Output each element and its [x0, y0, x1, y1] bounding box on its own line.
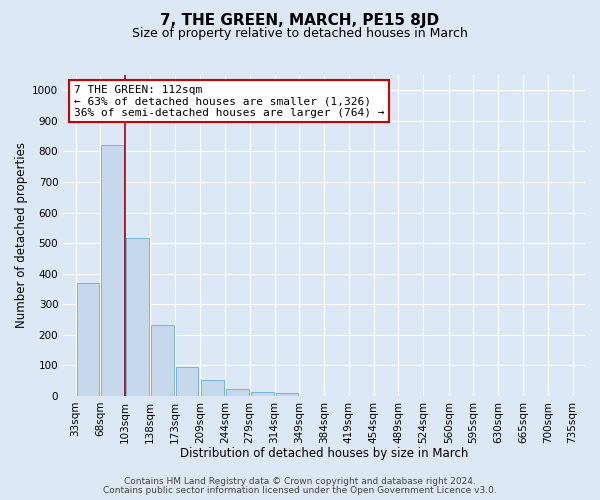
Text: Contains HM Land Registry data © Crown copyright and database right 2024.: Contains HM Land Registry data © Crown c…	[124, 477, 476, 486]
Bar	[226, 389, 249, 396]
Y-axis label: Number of detached properties: Number of detached properties	[15, 142, 28, 328]
Bar	[176, 368, 199, 396]
Bar	[77, 283, 100, 396]
Text: Contains public sector information licensed under the Open Government Licence v3: Contains public sector information licen…	[103, 486, 497, 495]
Bar	[126, 238, 149, 396]
Text: 7, THE GREEN, MARCH, PE15 8JD: 7, THE GREEN, MARCH, PE15 8JD	[160, 12, 440, 28]
Text: 7 THE GREEN: 112sqm
← 63% of detached houses are smaller (1,326)
36% of semi-det: 7 THE GREEN: 112sqm ← 63% of detached ho…	[74, 84, 384, 118]
Text: Size of property relative to detached houses in March: Size of property relative to detached ho…	[132, 28, 468, 40]
Bar	[101, 146, 124, 396]
Bar	[251, 392, 274, 396]
Bar	[275, 394, 298, 396]
X-axis label: Distribution of detached houses by size in March: Distribution of detached houses by size …	[180, 447, 468, 460]
Bar	[151, 324, 173, 396]
Bar	[201, 380, 224, 396]
